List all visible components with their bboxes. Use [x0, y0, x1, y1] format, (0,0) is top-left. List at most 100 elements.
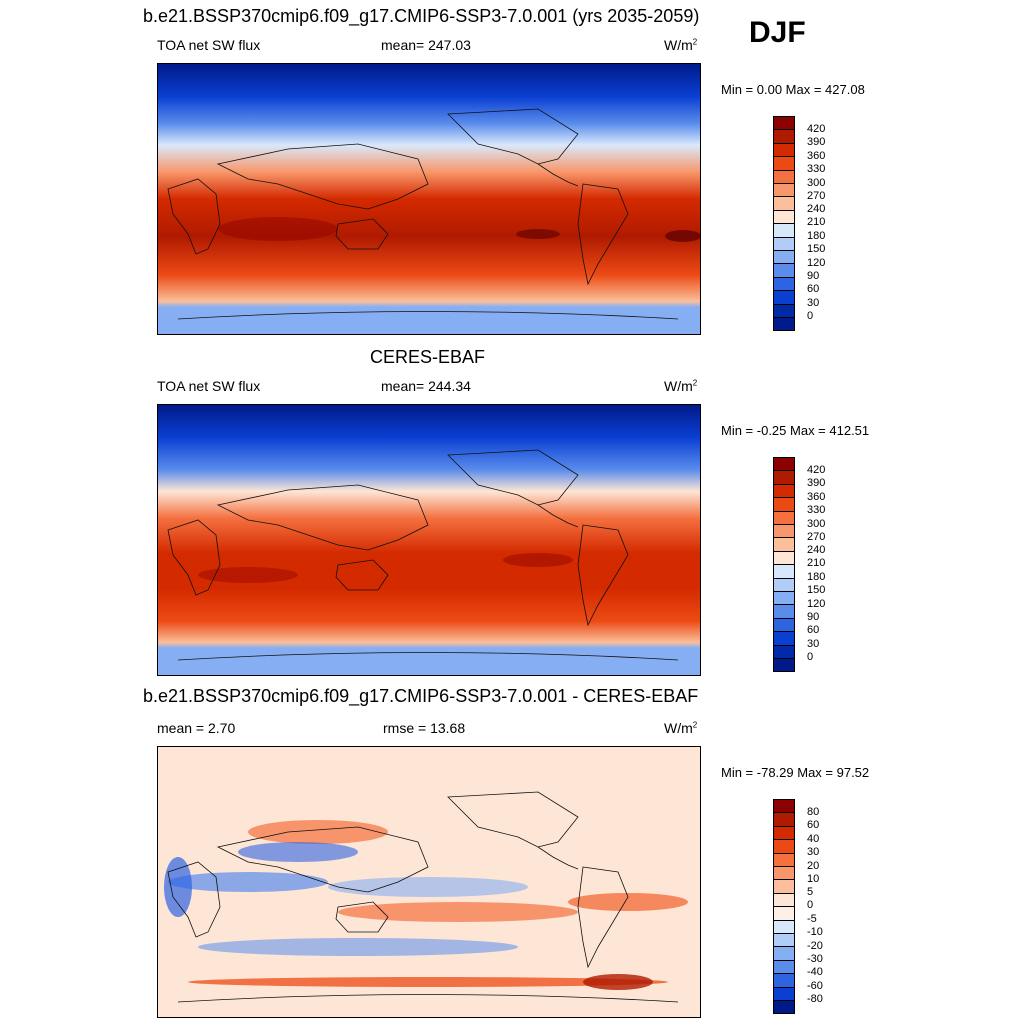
colorbar-swatch	[773, 892, 795, 908]
panel1-cbar-tick: 180	[807, 230, 826, 242]
panel2-cbar-tick: 420	[807, 464, 826, 476]
colorbar-swatch	[773, 866, 795, 881]
colorbar-swatch	[773, 852, 795, 867]
panel1-cbar-tick: 360	[807, 150, 826, 162]
panel3-minmax: Min = -78.29 Max = 97.52	[721, 765, 870, 780]
panel1-map	[157, 63, 701, 335]
colorbar-swatch	[773, 183, 795, 198]
panel3-units: W/m2	[664, 720, 698, 736]
colorbar-swatch	[773, 276, 795, 292]
panel2-cbar-tick: 300	[807, 518, 826, 530]
panel2-map	[157, 404, 701, 676]
colorbar-swatch	[773, 263, 795, 278]
panel3-center-label: rmse = 13.68	[383, 720, 466, 736]
panel1-cbar-tick: 390	[807, 136, 826, 148]
panel2-title: CERES-EBAF	[370, 347, 486, 367]
panel1-left-label: TOA net SW flux	[157, 37, 261, 53]
panel3-cbar-tick: -20	[807, 940, 823, 952]
colorbar-swatch	[773, 303, 795, 318]
colorbar-swatch	[773, 577, 795, 592]
colorbar-swatch	[773, 250, 795, 265]
colorbar-swatch	[773, 986, 795, 1001]
panel3-cbar-tick: -10	[807, 926, 823, 938]
colorbar-swatch	[773, 470, 795, 485]
colorbar-swatch	[773, 933, 795, 948]
panel1-cbar-tick: 150	[807, 243, 826, 255]
colorbar-swatch	[773, 497, 795, 512]
panel2-cbar-tick: 240	[807, 544, 826, 556]
colorbar-swatch	[773, 839, 795, 854]
colorbar-swatch	[773, 631, 795, 646]
panel2-cbar-tick: 120	[807, 598, 826, 610]
panel1-cbar-tick: 300	[807, 177, 826, 189]
colorbar-swatch	[773, 457, 795, 472]
colorbar-swatch	[773, 959, 795, 975]
panel2-cbar-tick: 330	[807, 504, 826, 516]
colorbar-swatch	[773, 129, 795, 144]
panel2-cbar-tick: 30	[807, 638, 820, 650]
colorbar-swatch	[773, 604, 795, 619]
panel1-cbar-tick: 270	[807, 190, 826, 202]
panel1-cbar-tick: 0	[807, 310, 814, 322]
panel1-cbar-tick: 60	[807, 283, 820, 295]
panel3-cbar-tick: 30	[807, 846, 820, 858]
panel1-cbar-tick: 210	[807, 216, 826, 228]
colorbar-swatch	[773, 116, 795, 131]
panel3-title: b.e21.BSSP370cmip6.f09_g17.CMIP6-SSP3-7.…	[143, 686, 699, 706]
panel3-cbar-tick: 80	[807, 806, 820, 818]
colorbar-swatch	[773, 236, 795, 251]
colorbar-swatch	[773, 483, 795, 499]
panel3-cbar-tick: 5	[807, 886, 814, 898]
panel3-cbar-tick: 60	[807, 819, 820, 831]
panel3-cbar-tick: -60	[807, 980, 823, 992]
panel2-cbar-tick: 180	[807, 571, 826, 583]
panel3-cbar-tick: -40	[807, 966, 823, 978]
panel3-map	[157, 746, 701, 1018]
panel2-center-label: mean= 244.34	[381, 378, 471, 394]
colorbar-swatch	[773, 223, 795, 238]
panel1-cbar-tick: 90	[807, 270, 820, 282]
colorbar-swatch	[773, 537, 795, 552]
panel3-cbar-tick: 20	[807, 860, 820, 872]
colorbar-swatch	[773, 209, 795, 225]
colorbar-swatch	[773, 919, 795, 934]
colorbar-swatch	[773, 564, 795, 579]
colorbar-swatch	[773, 156, 795, 171]
colorbar-swatch	[773, 644, 795, 659]
panel2-cbar-tick: 90	[807, 611, 820, 623]
panel1-cbar-tick: 330	[807, 163, 826, 175]
panel2-left-label: TOA net SW flux	[157, 378, 261, 394]
colorbar-swatch	[773, 196, 795, 211]
colorbar-swatch	[773, 973, 795, 988]
panel1-cbar-tick: 30	[807, 297, 820, 309]
panel2-cbar-tick: 210	[807, 557, 826, 569]
panel3-cbar-tick: -30	[807, 953, 823, 965]
colorbar-swatch	[773, 169, 795, 184]
colorbar-swatch	[773, 906, 795, 921]
colorbar-swatch	[773, 799, 795, 814]
panel2-cbar-tick: 0	[807, 651, 814, 663]
panel2-cbar-tick: 360	[807, 491, 826, 503]
colorbar-swatch	[773, 142, 795, 158]
colorbar-swatch	[773, 591, 795, 606]
colorbar-swatch	[773, 617, 795, 633]
colorbar-swatch	[773, 1000, 795, 1015]
colorbar-swatch	[773, 812, 795, 827]
colorbar-swatch	[773, 510, 795, 525]
panel3-cbar-tick: -5	[807, 913, 817, 925]
panel1-cbar-tick: 240	[807, 203, 826, 215]
panel3-left-label: mean = 2.70	[157, 720, 236, 736]
panel2-cbar-tick: 60	[807, 624, 820, 636]
colorbar-swatch	[773, 879, 795, 894]
colorbar-swatch	[773, 550, 795, 566]
panel1-cbar-tick: 120	[807, 257, 826, 269]
colorbar-swatch	[773, 290, 795, 305]
colorbar-swatch	[773, 946, 795, 961]
colorbar-swatch	[773, 825, 795, 841]
panel2-cbar-tick: 390	[807, 477, 826, 489]
panel3-cbar-tick: -80	[807, 993, 823, 1005]
panel3-cbar-tick: 40	[807, 833, 820, 845]
panel3-cbar-tick: 10	[807, 873, 820, 885]
panel1-units: W/m2	[664, 37, 698, 53]
panel1-title: b.e21.BSSP370cmip6.f09_g17.CMIP6-SSP3-7.…	[143, 6, 700, 26]
